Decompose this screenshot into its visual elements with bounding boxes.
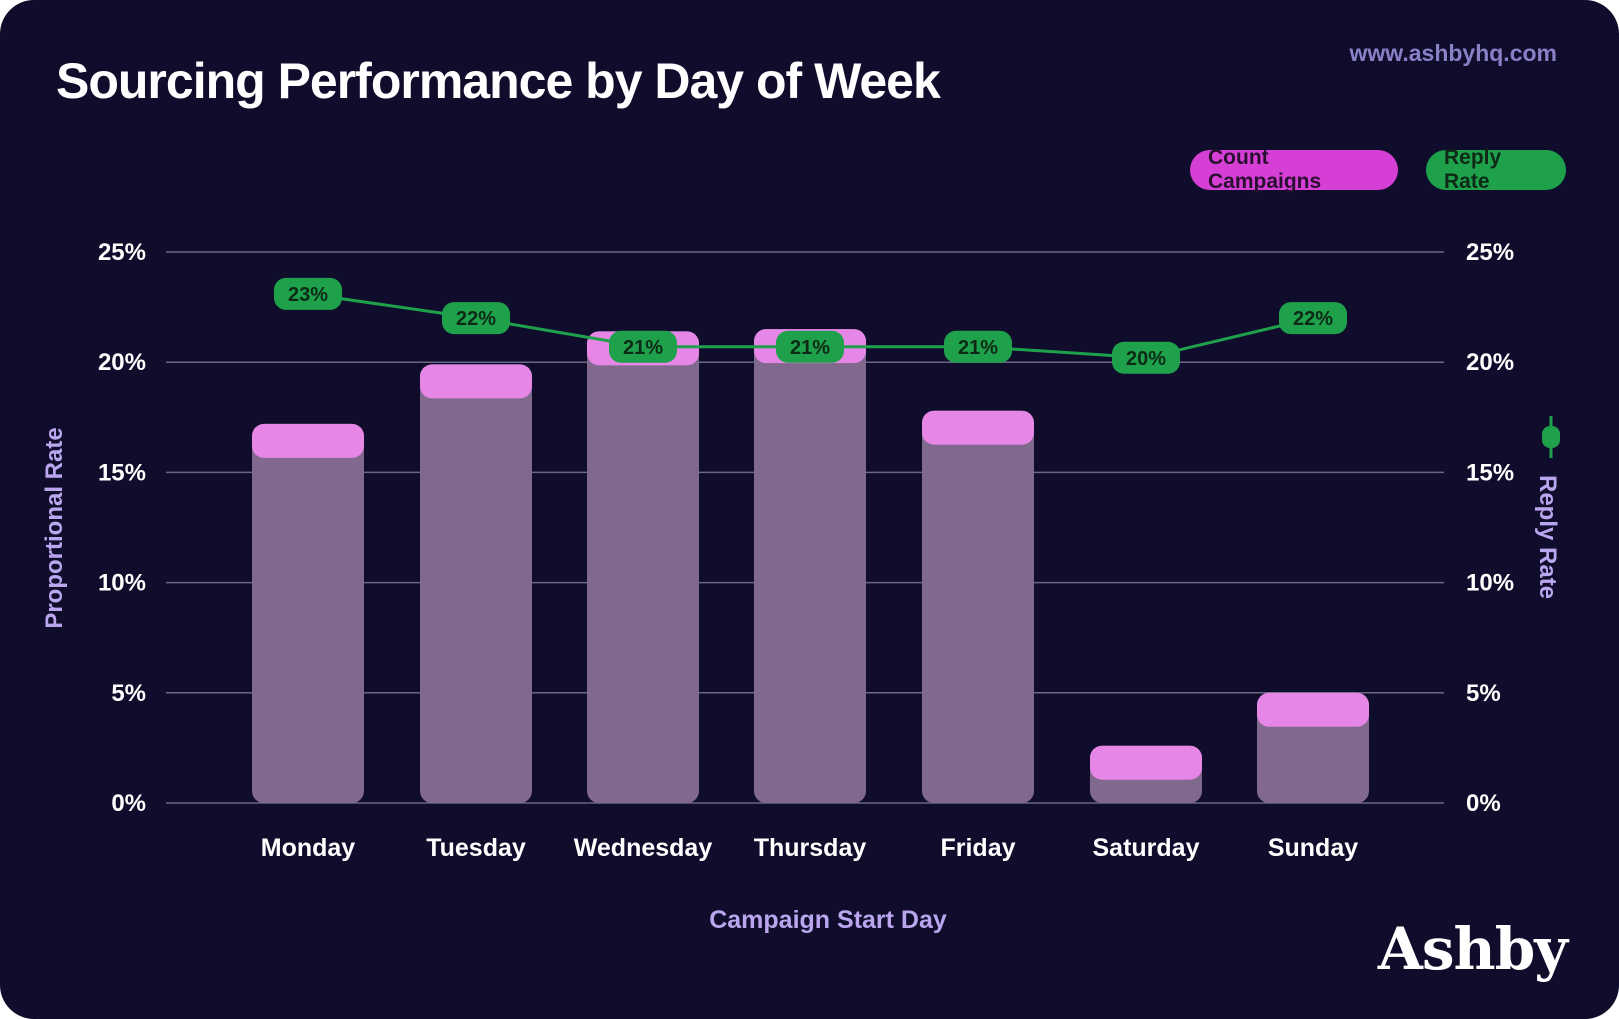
- x-tick-label-monday: Monday: [261, 834, 356, 862]
- x-tick-label-sunday: Sunday: [1268, 834, 1358, 862]
- y-tick-label-left: 0%: [111, 790, 146, 817]
- legend-count-campaigns: Count Campaigns: [1190, 146, 1398, 193]
- reply-rate-label: 23%: [288, 284, 328, 306]
- reply-rate-point-wednesday: [609, 330, 677, 363]
- y-tick-label-right: 15%: [1466, 459, 1514, 486]
- y-axis-title-left: Proportional Rate: [41, 427, 68, 628]
- bar-cap-friday: [922, 410, 1034, 445]
- bar-cap-monday: [252, 423, 364, 458]
- chart-title: Sourcing Performance by Day of Week: [56, 53, 941, 109]
- y-tick-label-right: 10%: [1466, 570, 1514, 597]
- x-tick-label-saturday: Saturday: [1093, 834, 1200, 862]
- reply-rate-label: 21%: [958, 337, 998, 359]
- bar-tuesday: [420, 364, 532, 803]
- x-axis-title: Campaign Start Day: [709, 906, 947, 934]
- bar-friday: [922, 410, 1034, 803]
- reply-rate-label: 20%: [1126, 348, 1166, 370]
- reply-rate-point-friday: [944, 330, 1012, 363]
- y-tick-label-left: 25%: [98, 239, 146, 266]
- x-tick-label-tuesday: Tuesday: [426, 834, 526, 862]
- reply-rate-point-saturday: [1112, 341, 1180, 374]
- reply-rate-axis-marker: [1542, 426, 1560, 448]
- bar-monday: [252, 423, 364, 803]
- reply-rate-point-sunday: [1279, 302, 1347, 335]
- reply-rate-point-tuesday: [442, 302, 510, 335]
- bar-cap-tuesday: [420, 364, 532, 399]
- bar-cap-sunday: [1257, 692, 1369, 727]
- y-tick-label-left: 20%: [98, 349, 146, 376]
- y-tick-label-left: 15%: [98, 459, 146, 486]
- y-tick-label-left: 10%: [98, 570, 146, 597]
- bar-wednesday: [587, 331, 699, 803]
- bar-thursday: [754, 329, 866, 803]
- y-axis-title-right: Reply Rate: [1534, 475, 1561, 599]
- x-tick-label-friday: Friday: [940, 834, 1015, 862]
- y-tick-label-left: 5%: [111, 680, 146, 707]
- y-tick-label-right: 20%: [1466, 349, 1514, 376]
- legend-reply-rate: Reply Rate: [1426, 146, 1566, 193]
- y-tick-label-right: 0%: [1466, 790, 1501, 817]
- source-url: www.ashbyhq.com: [1349, 40, 1557, 66]
- reply-rate-label: 22%: [456, 308, 496, 330]
- y-tick-label-right: 5%: [1466, 680, 1501, 707]
- x-tick-label-wednesday: Wednesday: [574, 834, 713, 862]
- reply-rate-label: 21%: [790, 337, 830, 359]
- reply-rate-point-thursday: [776, 330, 844, 363]
- reply-rate-label: 22%: [1293, 308, 1333, 330]
- x-tick-label-thursday: Thursday: [754, 834, 867, 862]
- reply-rate-label: 21%: [623, 337, 663, 359]
- y-tick-label-right: 25%: [1466, 239, 1514, 266]
- reply-rate-point-monday: [274, 277, 342, 310]
- bar-cap-saturday: [1090, 745, 1202, 780]
- ashby-logo: Ashby: [1377, 915, 1568, 983]
